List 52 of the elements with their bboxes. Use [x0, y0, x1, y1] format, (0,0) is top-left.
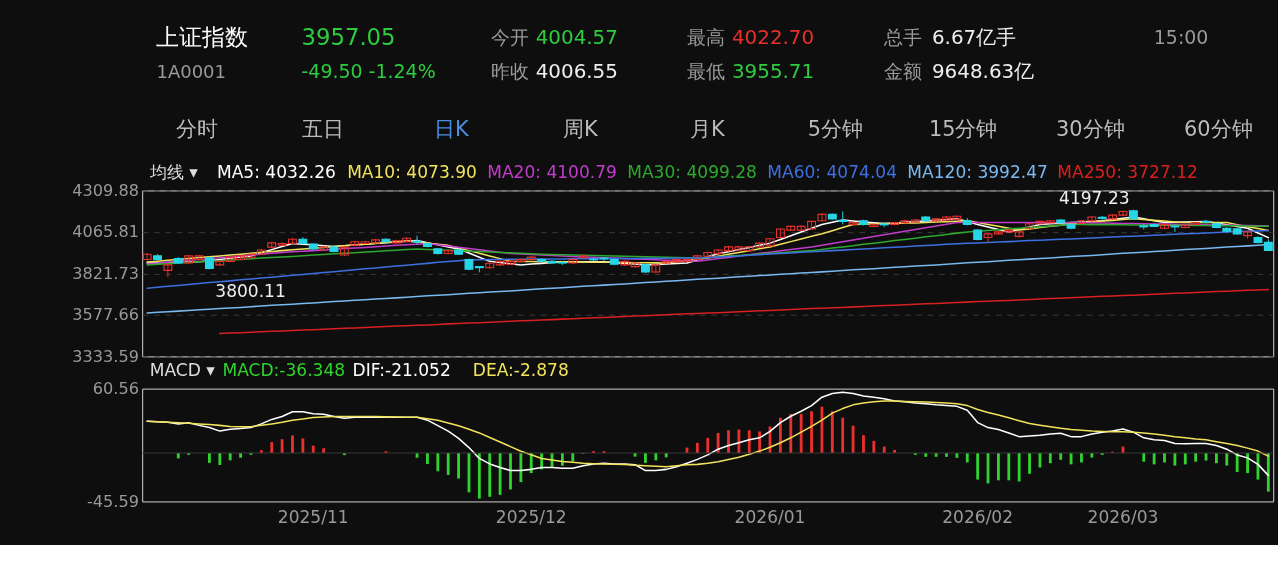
text: 最低 [687, 59, 726, 82]
text: 周K [562, 117, 599, 142]
x-tick-label: 2026/02 [942, 506, 1014, 527]
text: MA120: 3992.47 [907, 162, 1048, 183]
text: DEA:-2.878 [472, 360, 569, 381]
y-tick-label: 3577.66 [72, 305, 139, 325]
text: -49.50 -1.24% [301, 59, 436, 82]
text: 15分钟 [928, 117, 998, 142]
y-tick-label: 60.56 [92, 378, 139, 398]
text: 9648.63亿 [931, 59, 1035, 83]
x-tick-label: 2025/12 [495, 506, 567, 527]
text: MA60: 4074.04 [767, 162, 898, 183]
text: MA30: 4099.28 [627, 162, 757, 183]
y-tick-label: 3333.59 [72, 346, 139, 366]
text: 昨收 [491, 59, 530, 82]
y-tick-label: 3821.73 [72, 263, 139, 283]
text: DIF:-21.052 [352, 360, 451, 381]
text: 30分钟 [1056, 117, 1125, 142]
text: 五日 [302, 117, 345, 142]
text: 1A0001 [156, 60, 227, 82]
text: 今开 [491, 26, 530, 49]
text: 最高 [687, 26, 726, 49]
text: 总手 [882, 26, 922, 49]
annotation: 3800.11 [215, 281, 286, 302]
text: 金额 [883, 59, 922, 82]
text: MACD ▾ [149, 360, 216, 381]
text: 3955.71 [731, 59, 815, 83]
text: MA10: 4073.90 [347, 162, 477, 183]
annotation: 4197.23 [1059, 187, 1130, 208]
text: 日K [433, 117, 470, 142]
y-tick-label: -45.59 [86, 491, 139, 511]
x-tick-label: 2026/01 [734, 506, 806, 527]
text: MA20: 4100.79 [487, 162, 617, 183]
text: 4004.57 [535, 26, 618, 50]
text: 15:00 [1153, 26, 1209, 49]
text: MA5: 4032.26 [216, 162, 336, 183]
text: 月K [689, 117, 726, 142]
text: 4022.70 [731, 26, 815, 50]
text: 均线 ▾ [148, 162, 199, 183]
text: MACD:-36.348 [222, 360, 346, 381]
x-tick-label: 2025/11 [277, 506, 349, 527]
text: 上证指数 [156, 24, 249, 51]
text: 6.67亿手 [931, 26, 1017, 50]
x-tick-label: 2026/03 [1087, 506, 1159, 527]
y-tick-label: 4065.81 [72, 222, 139, 242]
text: MA250: 3727.12 [1057, 162, 1198, 183]
text: 4006.55 [535, 59, 618, 83]
text: 5分钟 [807, 117, 863, 142]
text: 3957.05 [301, 24, 396, 51]
y-tick-label: 4309.88 [72, 180, 139, 200]
text: 分时 [176, 117, 219, 142]
text: 60分钟 [1184, 117, 1253, 142]
